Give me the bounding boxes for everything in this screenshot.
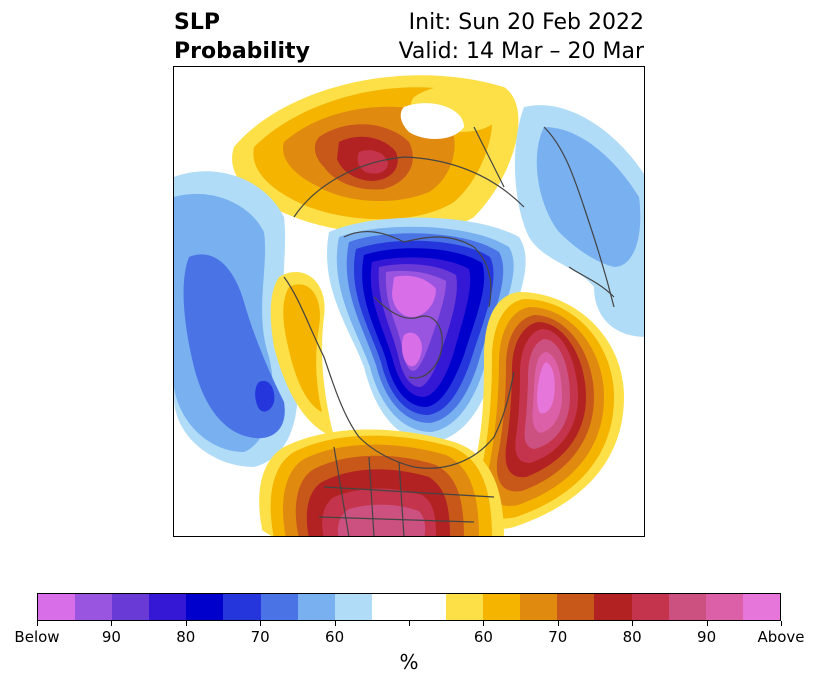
colorbar-segment <box>260 594 298 620</box>
coastlines <box>283 126 615 536</box>
colorbar-tick-mark <box>409 621 410 626</box>
map-canvas <box>174 67 644 536</box>
map-title: SLP Probability <box>174 8 310 66</box>
colorbar-tick-label: 80 <box>622 628 642 646</box>
colorbar-segment <box>408 594 447 620</box>
colorbar-segment <box>297 594 335 620</box>
below-anomaly-arctic <box>327 217 526 442</box>
colorbar-tick-mark <box>781 621 782 626</box>
colorbar-tick-label: 70 <box>250 628 270 646</box>
colorbar-segment <box>112 594 150 620</box>
colorbar-segment <box>594 594 632 620</box>
colorbar-segment <box>483 594 521 620</box>
colorbar-segment <box>557 594 595 620</box>
colorbar-tick-label: Below <box>14 628 60 646</box>
colorbar-tick-label: 60 <box>325 628 345 646</box>
above-anomaly-atlantic <box>470 292 624 529</box>
colorbar-tick-mark <box>260 621 262 626</box>
colorbar-segment <box>742 594 780 620</box>
colorbar-segment <box>668 594 706 620</box>
above-anomaly-nepacific <box>270 271 334 437</box>
below-anomaly-pacific <box>174 171 298 468</box>
valid-range: Valid: 14 Mar – 20 Mar <box>398 39 644 64</box>
colorbar-segment <box>75 594 113 620</box>
colorbar-tick-label: 90 <box>101 628 121 646</box>
colorbar-tick-label: Above <box>757 628 805 646</box>
above-anomaly-eurasia <box>232 75 519 234</box>
title-variable: SLP <box>174 10 220 35</box>
colorbar-tick-label: 90 <box>697 628 717 646</box>
colorbar-tick-mark <box>37 621 38 626</box>
init-date: Init: Sun 20 Feb 2022 <box>408 10 644 35</box>
below-anomaly-europe <box>514 105 644 337</box>
colorbar-tick-mark <box>557 621 559 626</box>
colorbar-segment <box>223 594 261 620</box>
map-dates: Init: Sun 20 Feb 2022 Valid: 14 Mar – 20… <box>399 8 644 66</box>
title-product: Probability <box>174 39 310 64</box>
colorbar-segment <box>38 594 76 620</box>
colorbar-tick-mark <box>111 621 113 626</box>
colorbar-segment <box>705 594 743 620</box>
colorbar-tick-mark <box>706 621 708 626</box>
probability-map <box>173 66 645 537</box>
colorbar-tick-mark <box>185 621 187 626</box>
colorbar-tick-mark <box>632 621 634 626</box>
colorbar-segment <box>334 594 372 620</box>
colorbar-segment <box>446 594 484 620</box>
colorbar-segment <box>149 594 187 620</box>
colorbar-segment <box>631 594 669 620</box>
colorbar-segment <box>371 594 409 620</box>
colorbar-tick-mark <box>483 621 485 626</box>
colorbar-tick-label: 70 <box>548 628 568 646</box>
colorbar-tick-label: 80 <box>176 628 196 646</box>
colorbar-tick-mark <box>334 621 336 626</box>
colorbar-segment <box>520 594 558 620</box>
colorbar-unit: % <box>399 650 419 674</box>
colorbar-segment <box>186 594 224 620</box>
colorbar <box>37 593 781 621</box>
colorbar-tick-label: 60 <box>473 628 493 646</box>
